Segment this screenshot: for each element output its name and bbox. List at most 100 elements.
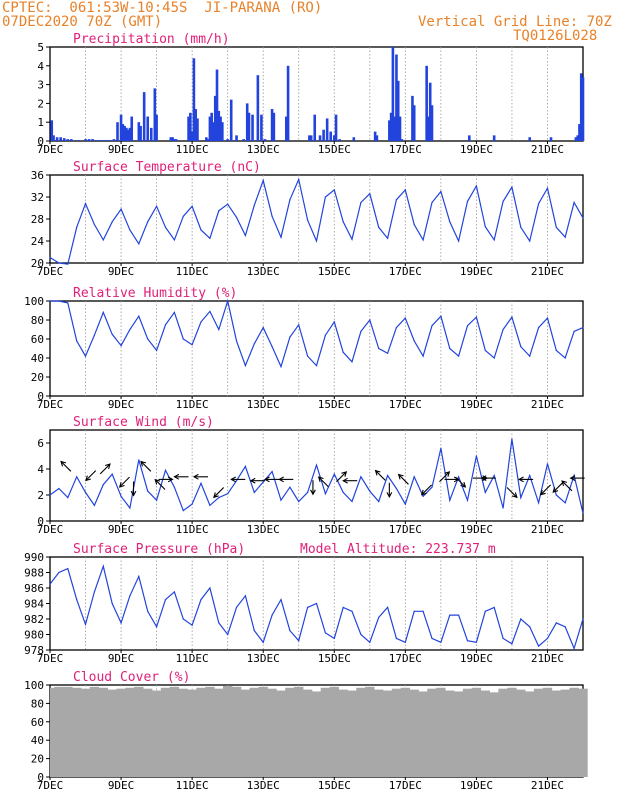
x-tick-label: 7DEC <box>37 398 64 411</box>
data-bar <box>171 137 174 141</box>
data-bar <box>579 73 583 141</box>
data-point <box>351 238 353 240</box>
data-bar <box>63 686 73 777</box>
data-bar <box>334 114 338 141</box>
data-point <box>218 622 220 624</box>
x-tick-label: 21DEC <box>531 143 564 156</box>
data-point <box>102 484 104 486</box>
data-point <box>440 641 442 643</box>
data-bar <box>116 122 119 141</box>
data-point <box>431 486 433 488</box>
data-point <box>386 352 389 354</box>
data-point <box>386 474 389 477</box>
data-bar <box>151 690 162 777</box>
data-point <box>324 493 326 495</box>
data-point <box>404 641 406 643</box>
data-point <box>218 328 220 331</box>
data-bar <box>418 691 428 777</box>
data-bar <box>235 135 238 141</box>
data-point <box>493 474 495 477</box>
data-bar <box>98 140 102 141</box>
x-tick-label: 19DEC <box>460 523 493 536</box>
data-point <box>369 319 371 321</box>
data-point <box>111 333 113 335</box>
x-tick-label: 15DEC <box>318 265 351 278</box>
data-bar <box>308 135 311 141</box>
data-point <box>227 493 229 495</box>
data-bar <box>130 116 134 141</box>
y-tick-label: 986 <box>24 582 44 595</box>
data-point <box>156 499 158 501</box>
panel-frame <box>49 429 584 522</box>
data-point <box>360 201 362 204</box>
data-bar <box>373 689 384 777</box>
panel-title: Precipitation (mm/h) <box>73 32 230 47</box>
data-point <box>173 311 175 313</box>
data-point <box>360 633 362 636</box>
data-bar <box>142 92 146 141</box>
data-bar <box>139 125 142 141</box>
data-line <box>49 564 584 651</box>
data-bar <box>480 690 490 777</box>
run-code: TQ0126L028 <box>513 28 598 44</box>
data-bar <box>498 688 508 777</box>
wind-vector-head <box>511 492 518 499</box>
data-bar <box>302 689 313 777</box>
panel-title: Surface Wind (m/s) <box>73 415 214 430</box>
x-tick-label: 7DEC <box>37 779 64 792</box>
wind-vector <box>398 474 409 485</box>
data-point <box>182 510 184 512</box>
wind-vector <box>60 461 72 472</box>
data-point <box>449 499 451 501</box>
y-tick-label: 20 <box>31 753 44 766</box>
wind-vector-head <box>85 475 91 482</box>
data-bar <box>409 689 419 777</box>
data-point <box>138 459 140 461</box>
x-tick-label: 13DEC <box>247 652 280 665</box>
data-point <box>244 595 247 597</box>
data-point <box>413 340 415 342</box>
data-point <box>164 469 167 471</box>
data-point <box>280 236 282 238</box>
data-point <box>111 221 113 223</box>
data-point <box>484 226 486 228</box>
data-bar <box>245 103 249 141</box>
data-point <box>164 599 167 601</box>
data-point <box>449 614 451 616</box>
data-point <box>138 243 140 245</box>
data-point <box>582 217 584 219</box>
data-bar <box>231 686 242 777</box>
data-point <box>511 186 513 188</box>
wind-vector-head <box>517 476 524 483</box>
data-point <box>120 208 122 210</box>
data-bar <box>173 139 176 141</box>
data-bar <box>329 686 339 777</box>
data-bar <box>427 688 437 777</box>
y-tick-label: 990 <box>24 551 44 564</box>
data-bar <box>107 689 117 777</box>
x-tick-label: 9DEC <box>108 652 135 665</box>
data-bar <box>212 122 215 141</box>
data-bar <box>109 140 112 141</box>
x-tick-label: 7DEC <box>37 652 64 665</box>
x-tick-label: 19DEC <box>460 143 493 156</box>
data-point <box>351 361 353 363</box>
data-point <box>484 491 486 493</box>
data-bar <box>560 689 570 777</box>
data-point <box>573 647 575 650</box>
data-point <box>475 185 477 187</box>
data-point <box>84 203 87 205</box>
data-point <box>262 327 264 329</box>
data-bar <box>436 687 446 777</box>
data-point <box>244 365 247 367</box>
data-point <box>218 210 220 212</box>
data-bar <box>126 129 130 141</box>
data-point <box>262 179 264 182</box>
wind-vector <box>561 480 573 492</box>
wind-vector <box>375 470 386 481</box>
x-tick-label: 19DEC <box>460 652 493 665</box>
wind-vector <box>119 476 130 488</box>
x-tick-label: 13DEC <box>247 143 280 156</box>
data-point <box>555 349 557 351</box>
data-bar <box>286 65 290 141</box>
